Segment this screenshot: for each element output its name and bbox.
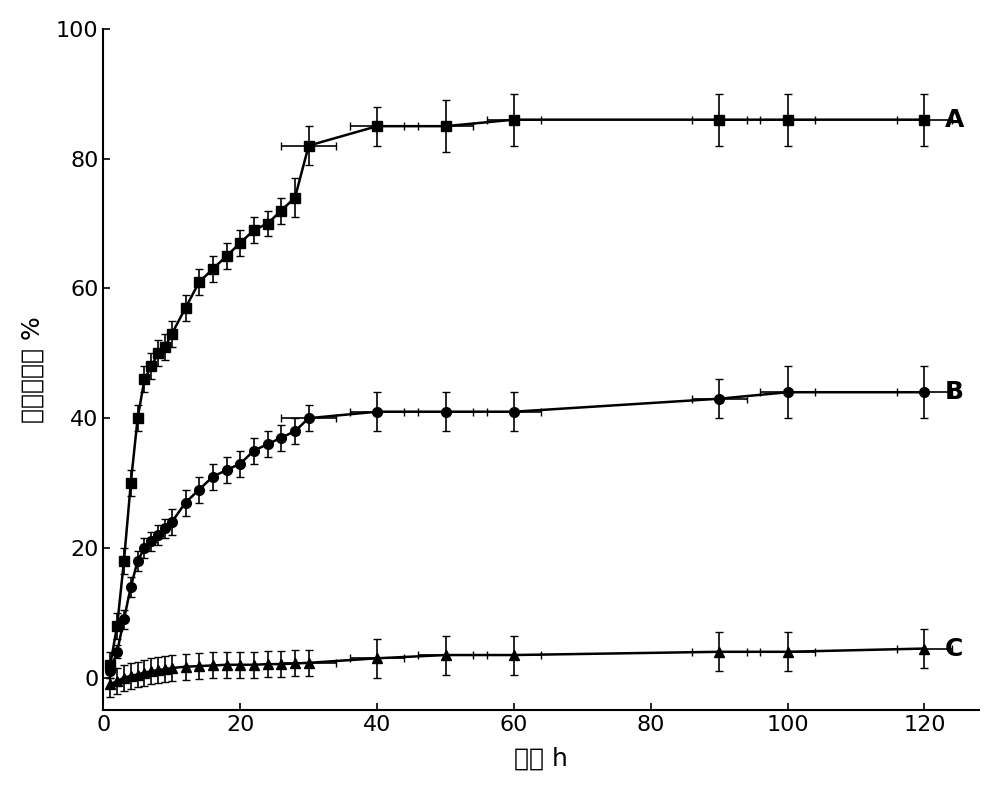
Y-axis label: 释药百分率 %: 释药百分率 %	[21, 316, 45, 423]
Text: B: B	[945, 380, 964, 404]
Text: C: C	[945, 637, 963, 660]
X-axis label: 时间 h: 时间 h	[514, 746, 568, 770]
Text: A: A	[945, 108, 964, 131]
